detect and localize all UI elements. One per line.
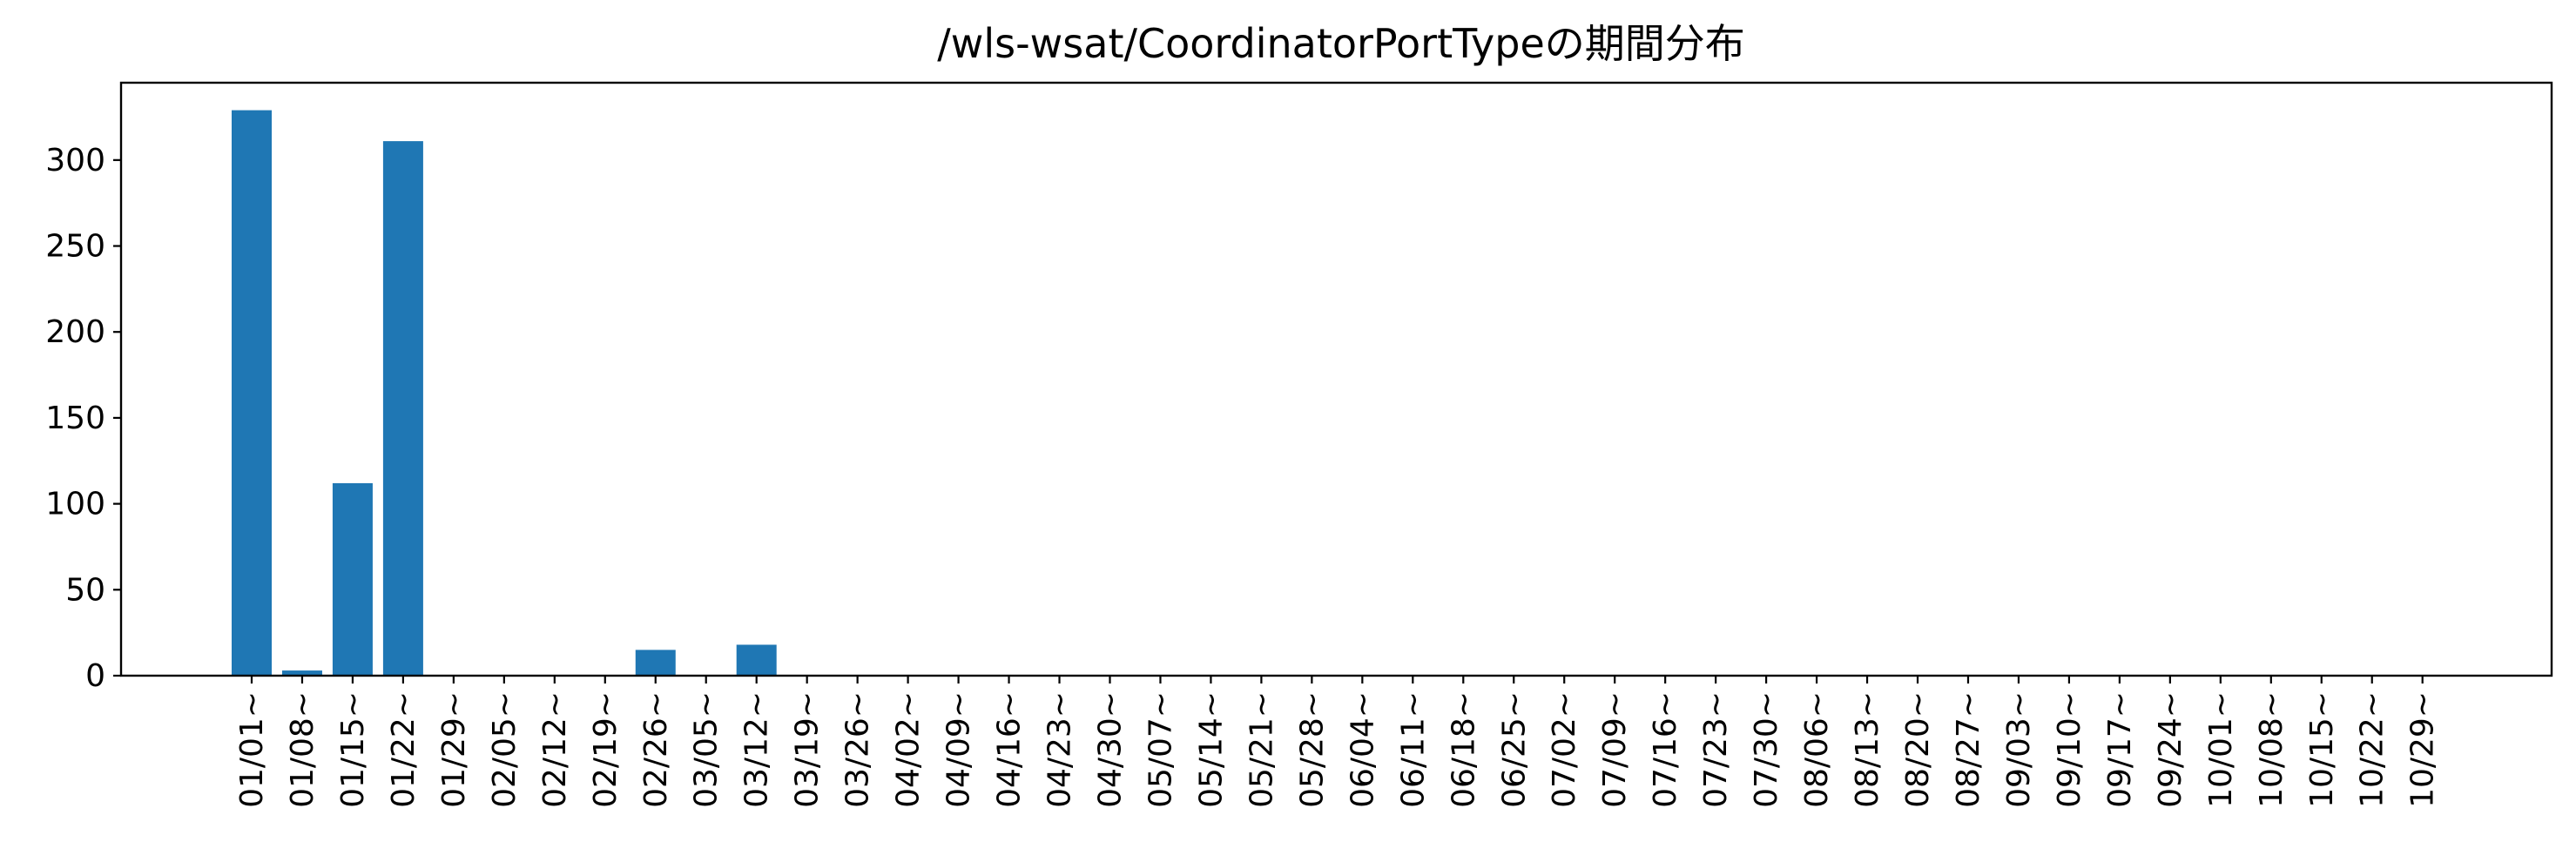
x-tick-label: 08/20~ xyxy=(1900,691,1936,808)
x-tick-label: 10/01~ xyxy=(2203,691,2239,808)
x-tick-label: 07/16~ xyxy=(1648,691,1683,808)
x-tick-label: 09/10~ xyxy=(2052,691,2087,808)
x-tick-label: 03/12~ xyxy=(739,691,775,808)
bar-01/15~ xyxy=(332,482,373,676)
x-tick-label: 09/03~ xyxy=(2001,691,2037,808)
x-tick-label: 10/08~ xyxy=(2254,691,2289,808)
x-tick-label: 05/14~ xyxy=(1193,691,1229,808)
x-tick-label: 07/09~ xyxy=(1597,691,1633,808)
y-tick-label: 300 xyxy=(45,143,105,178)
x-tick-label: 06/04~ xyxy=(1345,691,1380,808)
x-tick-label: 01/29~ xyxy=(436,691,472,808)
x-tick-label: 07/30~ xyxy=(1749,691,1784,808)
bar-02/26~ xyxy=(635,650,676,676)
bar-03/12~ xyxy=(736,644,777,676)
x-axis: 01/01~ 01/08~ 01/15~ 01/22~ 01/29~ 02/05~ 02/1… xyxy=(234,676,2441,808)
x-tick-label: 04/23~ xyxy=(1042,691,1078,808)
x-tick-label: 01/15~ xyxy=(335,691,371,808)
y-tick-label: 200 xyxy=(45,314,105,350)
x-tick-label: 04/02~ xyxy=(891,691,927,808)
x-tick-label: 02/12~ xyxy=(537,691,573,808)
x-tick-label: 09/24~ xyxy=(2153,691,2188,808)
x-tick-label: 04/30~ xyxy=(1092,691,1128,808)
x-tick-label: 01/08~ xyxy=(285,691,320,808)
x-tick-label: 10/15~ xyxy=(2304,691,2340,808)
x-tick-label: 10/22~ xyxy=(2355,691,2391,808)
y-tick-label: 250 xyxy=(45,229,105,265)
x-tick-label: 08/06~ xyxy=(1799,691,1835,808)
y-tick-label: 0 xyxy=(85,658,105,694)
bar-01/01~ xyxy=(232,110,272,676)
x-tick-label: 06/25~ xyxy=(1496,691,1532,808)
x-tick-label: 08/13~ xyxy=(1850,691,1885,808)
x-tick-label: 01/22~ xyxy=(386,691,421,808)
x-tick-label: 06/11~ xyxy=(1395,691,1431,808)
x-tick-label: 05/07~ xyxy=(1143,691,1178,808)
x-tick-label: 07/23~ xyxy=(1698,691,1734,808)
x-tick-label: 07/02~ xyxy=(1547,691,1582,808)
x-tick-label: 03/19~ xyxy=(790,691,826,808)
x-tick-label: 01/01~ xyxy=(234,691,270,808)
x-tick-label: 09/17~ xyxy=(2102,691,2138,808)
plot-frame xyxy=(119,81,2553,677)
x-tick-label: 08/27~ xyxy=(1951,691,1986,808)
x-tick-label: 03/26~ xyxy=(840,691,876,808)
x-tick-label: 06/18~ xyxy=(1446,691,1481,808)
x-tick-label: 02/05~ xyxy=(487,691,523,808)
bar-01/08~ xyxy=(281,670,322,676)
x-tick-label: 04/16~ xyxy=(992,691,1028,808)
x-tick-label: 02/19~ xyxy=(588,691,624,808)
y-axis: 0 50 100 150 200 250 300 xyxy=(45,143,121,694)
bar-01/22~ xyxy=(382,141,423,677)
x-tick-label: 05/21~ xyxy=(1244,691,1279,808)
x-tick-label: 02/26~ xyxy=(638,691,674,808)
y-tick-label: 100 xyxy=(45,487,105,522)
bars-group xyxy=(232,110,777,677)
x-tick-label: 04/09~ xyxy=(941,691,977,808)
x-tick-label: 10/29~ xyxy=(2405,691,2441,808)
x-tick-label: 05/28~ xyxy=(1294,691,1330,808)
x-tick-label: 03/05~ xyxy=(689,691,725,808)
chart-title: /wls-wsat/CoordinatorPortTypeの期間分布 xyxy=(937,20,1745,67)
y-tick-label: 150 xyxy=(45,401,105,436)
y-tick-label: 50 xyxy=(65,572,105,608)
